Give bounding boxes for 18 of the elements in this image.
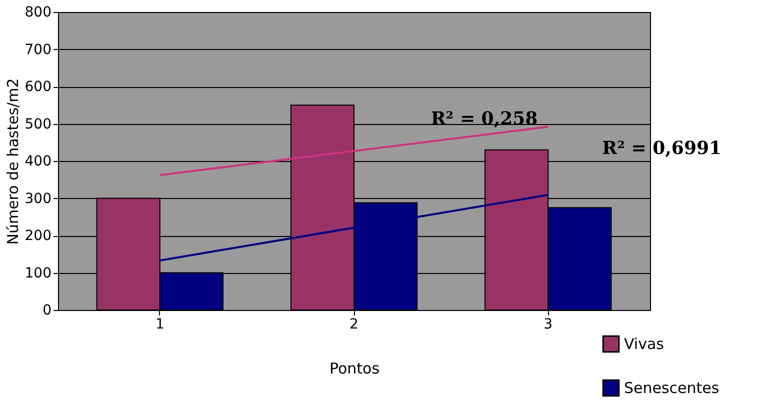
x-tick-label: 3 (544, 316, 553, 332)
x-tick-label: 1 (155, 316, 164, 332)
x-tick-label: 2 (350, 316, 358, 332)
x-axis-title: Pontos (329, 360, 380, 378)
y-tick-label: 100 (24, 265, 52, 282)
legend-label: Senescentes (624, 379, 720, 397)
annotation: R² = 0,6991 (602, 138, 722, 160)
y-tick-label: 600 (24, 79, 52, 95)
annotation: R² = 0,258 (430, 108, 538, 130)
y-tick-label: 0 (42, 302, 52, 318)
y-tick-label: 800 (24, 4, 52, 20)
y-axis-title: Número de hastes/m2 (4, 78, 22, 245)
y-tick-label: 200 (24, 228, 52, 244)
legend-label: Vivas (624, 335, 664, 353)
y-tick-label: 500 (24, 116, 52, 132)
y-tick-label: 700 (24, 42, 52, 58)
y-tick-label: 300 (24, 190, 52, 207)
y-tick-label: 400 (24, 154, 52, 170)
